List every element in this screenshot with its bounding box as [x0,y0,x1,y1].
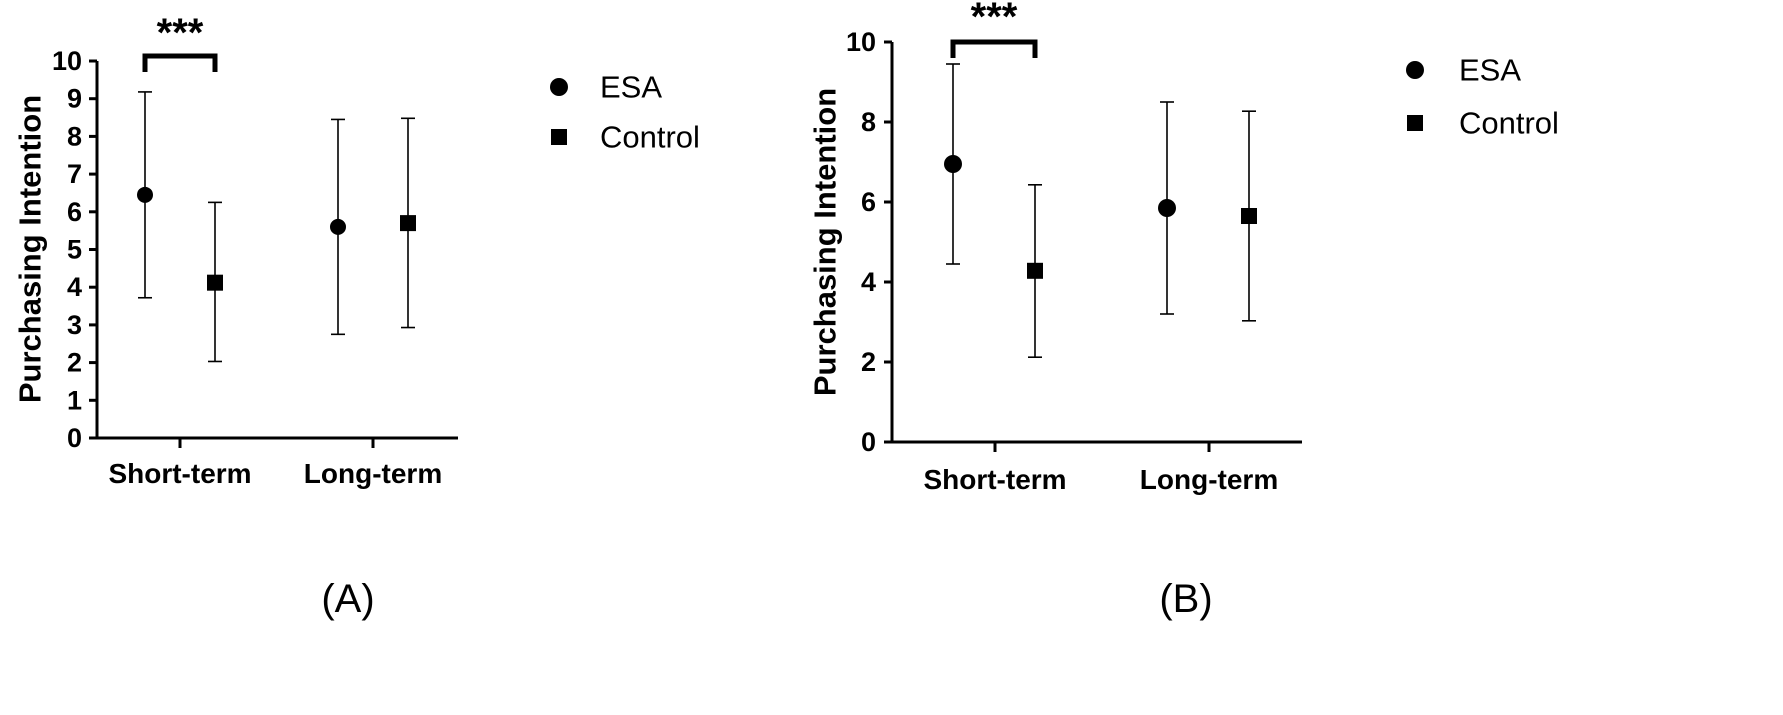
y-tick-label: 9 [67,84,82,114]
y-axis-label: Purchasing Intention [13,95,48,403]
y-tick-label: 1 [67,385,82,415]
x-tick-label: Long-term [1140,464,1278,495]
x-tick-label: Short-term [108,458,251,489]
y-tick-label: 6 [861,187,876,217]
data-point-esa [137,186,153,203]
chart-panel-b: 0 2 4 6 8 10 Short-term Long-term Purchasing Int… [808,0,1559,621]
data-point-esa [330,218,346,235]
legend-marker-control [551,129,567,145]
y-tick-label: 3 [67,310,82,340]
y-tick-label: 10 [846,27,876,57]
chart-panel-a: 0 1 2 3 4 5 6 7 8 9 10 Short-term Long-term Purchasin… [13,11,700,621]
y-axis-label: Purchasing Intention [808,88,843,396]
y-tick-label: 8 [861,107,876,137]
y-tick-label: 4 [861,267,876,297]
panel-label: (A) [321,577,374,621]
y-tick-label: 6 [67,197,82,227]
y-tick-label: 2 [861,347,876,377]
y-tick-label: 0 [67,423,82,453]
legend-marker-esa [550,78,568,96]
legend-marker-control [1407,115,1423,131]
significance-label: *** [157,11,204,55]
data-point-esa [944,155,962,173]
y-tick-label: 0 [861,427,876,457]
y-tick-label: 4 [67,272,82,302]
significance-bracket [142,53,218,72]
legend-label: ESA [600,70,662,105]
significance-bracket [950,39,1038,58]
y-tick-label: 5 [67,235,82,265]
y-tick-label: 10 [52,46,82,76]
legend-label: ESA [1459,53,1521,88]
x-tick-label: Long-term [304,458,442,489]
panel-label: (B) [1159,577,1212,621]
y-tick-label: 8 [67,121,82,151]
legend-marker-esa [1406,61,1424,79]
data-point-control [207,274,223,291]
y-tick-label: 7 [67,159,82,189]
legend-label: Control [1459,106,1559,141]
data-point-control [400,215,416,232]
data-point-control [1241,208,1257,224]
y-tick-label: 2 [67,348,82,378]
data-point-esa [1158,199,1176,217]
significance-label: *** [971,0,1018,39]
x-tick-label: Short-term [923,464,1066,495]
data-point-control [1027,262,1043,279]
legend-label: Control [600,120,700,155]
